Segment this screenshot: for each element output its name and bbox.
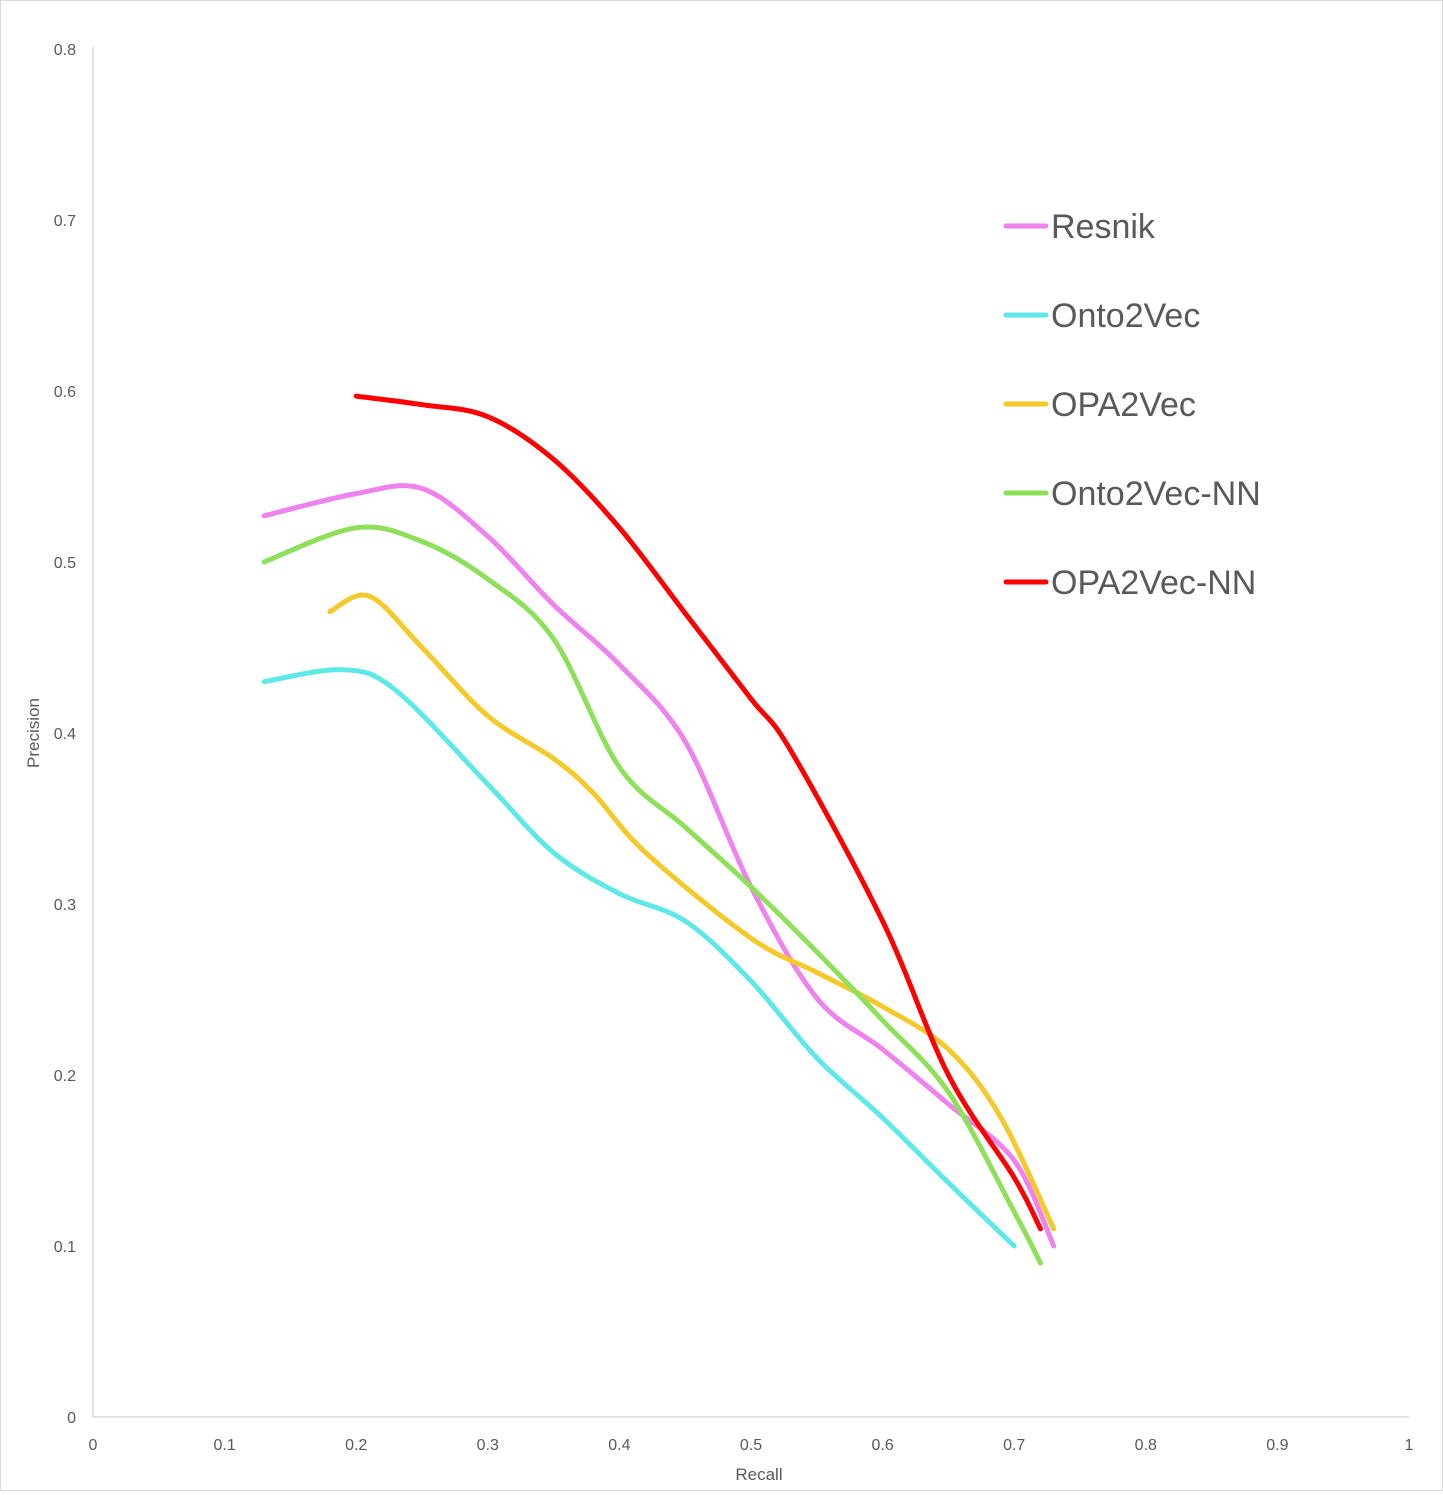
tick-labels: 0 0.1 0.2 0.3 0.4 0.5 0.6 0.7 0.8 0.9 1 0 0.1 0.2 0.3 0… (54, 42, 1414, 1454)
y-tick-label: 0.3 (54, 897, 76, 914)
x-tick-label: 0.7 (1003, 1437, 1025, 1454)
legend-label-onto2vec-nn: Onto2Vec-NN (1051, 475, 1261, 513)
x-tick-label: 0.3 (477, 1437, 499, 1454)
x-axis-title: Recall (735, 1465, 782, 1484)
x-tick-label: 0 (89, 1437, 98, 1454)
axes (92, 47, 1409, 1418)
series-line-opa2vec-nn (353, 393, 1043, 1232)
x-tick-label: 0.5 (740, 1437, 762, 1454)
x-tick-label: 0.6 (871, 1437, 893, 1454)
x-tick-label: 0.4 (608, 1437, 630, 1454)
series-line-opa2vec (327, 592, 1057, 1232)
series-line-resnik (261, 483, 1057, 1249)
y-tick-label: 0.7 (54, 213, 76, 230)
series-line-onto2vec-nn (261, 524, 1043, 1266)
legend-label-resnik: Resnik (1051, 208, 1156, 246)
x-tick-label: 0.8 (1135, 1437, 1157, 1454)
y-tick-label: 0.2 (54, 1068, 76, 1085)
y-tick-label: 0 (67, 1410, 76, 1427)
legend-label-opa2vec: OPA2Vec (1051, 386, 1196, 424)
x-tick-label: 0.1 (213, 1437, 235, 1454)
series-line-onto2vec (261, 667, 1017, 1249)
y-tick-label: 0.1 (54, 1239, 76, 1256)
y-tick-label: 0.5 (54, 555, 76, 572)
legend: Resnik Onto2Vec OPA2Vec Onto2Vec-NN OPA2Vec-… (1003, 208, 1261, 602)
legend-label-onto2vec: Onto2Vec (1051, 297, 1200, 335)
x-tick-label: 0.9 (1266, 1437, 1288, 1454)
y-tick-label: 0.8 (54, 42, 76, 59)
y-tick-label: 0.4 (54, 726, 76, 743)
y-axis-title: Precision (24, 698, 43, 768)
y-tick-label: 0.6 (54, 384, 76, 401)
legend-label-opa2vec-nn: OPA2Vec-NN (1051, 564, 1256, 602)
x-tick-label: 0.2 (345, 1437, 367, 1454)
series-lines (261, 393, 1057, 1266)
x-tick-label: 1 (1405, 1437, 1414, 1454)
